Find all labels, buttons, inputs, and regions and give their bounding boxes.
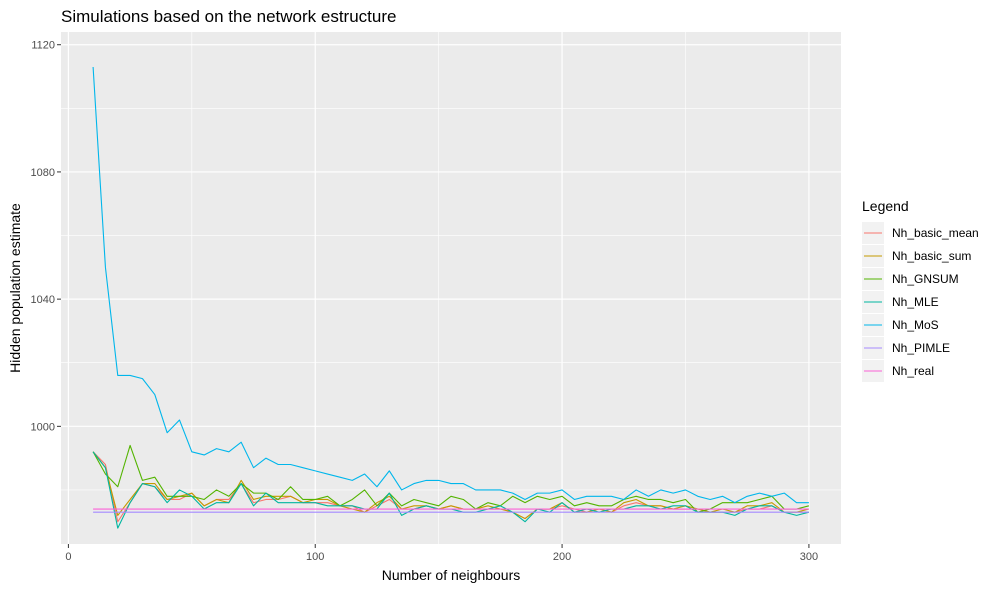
legend-item: Nh_basic_sum <box>862 245 971 267</box>
x-axis-ticks: 0 100 200 300 <box>65 544 818 563</box>
x-tick-label: 0 <box>65 551 71 563</box>
x-tick-label: 200 <box>553 551 571 563</box>
major-gridlines <box>61 32 841 544</box>
series-line-nh-mos <box>92 66 809 504</box>
series-line-nh-basic-sum <box>92 451 810 520</box>
legend-title: Legend <box>862 198 909 214</box>
legend-label: Nh_GNSUM <box>892 272 959 286</box>
legend-item: Nh_PIMLE <box>862 337 950 359</box>
legend-item: Nh_basic_mean <box>862 222 979 244</box>
legend-item: Nh_MLE <box>862 291 939 313</box>
y-tick-label: 1120 <box>31 40 55 52</box>
legend: Legend Nh_basic_mean Nh_basic_sum Nh_GNSUM… <box>862 198 979 382</box>
series-line-nh-gnsum <box>92 444 810 513</box>
y-tick-label: 1080 <box>31 167 55 179</box>
legend-label: Nh_MLE <box>892 295 939 309</box>
y-tick-label: 1040 <box>31 294 55 306</box>
series-lines <box>92 66 810 529</box>
legend-item: Nh_real <box>862 360 934 382</box>
x-tick-label: 300 <box>800 551 818 563</box>
y-axis-ticks: 1000 1040 1080 1120 <box>31 40 61 433</box>
legend-label: Nh_real <box>892 364 934 378</box>
legend-label: Nh_MoS <box>892 318 939 332</box>
legend-item: Nh_MoS <box>862 314 939 336</box>
legend-item: Nh_GNSUM <box>862 268 959 290</box>
minor-gridlines <box>61 32 841 544</box>
legend-label: Nh_PIMLE <box>892 341 950 355</box>
x-axis-title: Number of neighbours <box>382 567 521 583</box>
y-axis-title: Hidden population estimate <box>7 203 23 373</box>
y-tick-label: 1000 <box>31 421 55 433</box>
legend-label: Nh_basic_mean <box>892 226 979 240</box>
legend-label: Nh_basic_sum <box>892 249 971 263</box>
plot-panel <box>61 32 841 544</box>
chart-title: Simulations based on the network estruct… <box>61 7 396 26</box>
x-tick-label: 100 <box>306 551 324 563</box>
